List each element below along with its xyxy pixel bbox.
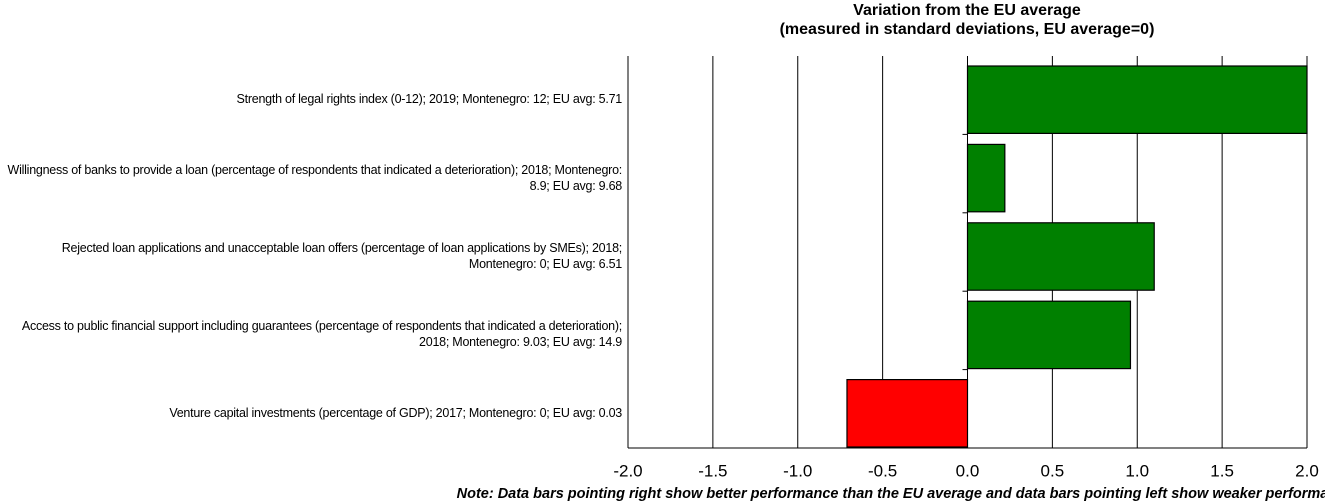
x-tick-label: 1.0: [1125, 461, 1149, 480]
x-tick-label: -0.5: [868, 461, 897, 480]
x-tick-label: -2.0: [613, 461, 642, 480]
category-label: Access to public financial support inclu…: [21, 319, 622, 350]
bar: [966, 143, 1006, 213]
x-tick-label: 1.5: [1210, 461, 1234, 480]
chart-title: Variation from the EU average: [853, 2, 1081, 19]
x-tick-label: -1.0: [783, 461, 812, 480]
bar: [966, 65, 1308, 135]
bar: [846, 379, 969, 448]
bar: [966, 222, 1155, 291]
category-label: Strength of legal rights index (0-12); 2…: [236, 92, 623, 107]
x-tick-label: 0.5: [1041, 461, 1065, 480]
category-label: Rejected loan applications and unaccepta…: [61, 241, 623, 271]
x-tick-label: 0.0: [956, 461, 980, 480]
x-tick-label: -1.5: [698, 461, 727, 480]
note: Note: Data bars pointing right show bett…: [457, 486, 1325, 502]
category-label: Venture capital investments (percentage …: [169, 405, 622, 420]
x-tick-label: 2.0: [1295, 461, 1319, 480]
chart-subtitle: (measured in standard deviations, EU ave…: [780, 21, 1155, 38]
bar: [966, 300, 1132, 370]
category-label: Willingness of banks to provide a loan (…: [7, 162, 623, 193]
